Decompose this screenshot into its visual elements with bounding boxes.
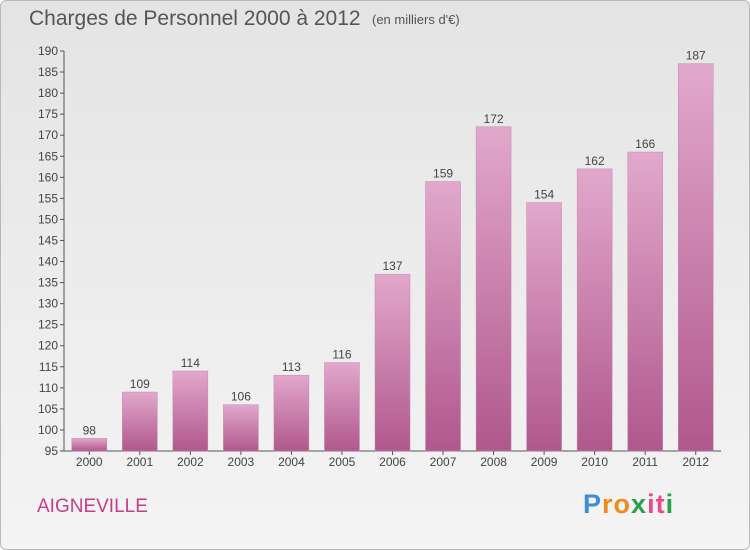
y-tick-label: 180 bbox=[38, 86, 58, 100]
bar-2006 bbox=[374, 273, 411, 452]
y-tick-label: 175 bbox=[38, 107, 58, 121]
y-tick-label: 105 bbox=[38, 402, 58, 416]
value-label-2001: 109 bbox=[130, 377, 150, 391]
y-tick-label: 145 bbox=[38, 233, 58, 247]
x-tick-label-2008: 2008 bbox=[480, 455, 507, 469]
logo-letter: i bbox=[665, 489, 675, 519]
y-tick-label: 185 bbox=[38, 65, 58, 79]
value-label-2011: 166 bbox=[635, 137, 655, 151]
bar-2005 bbox=[324, 362, 360, 452]
y-tick-label: 100 bbox=[38, 423, 58, 437]
bar-2011 bbox=[627, 151, 663, 452]
bar-2003 bbox=[223, 404, 259, 452]
bar-2007 bbox=[425, 181, 461, 452]
x-tick-label-2000: 2000 bbox=[76, 455, 103, 469]
x-tick-label-2003: 2003 bbox=[228, 455, 255, 469]
x-tick-label-2004: 2004 bbox=[278, 455, 305, 469]
proxiti-logo: Proxiti bbox=[583, 489, 674, 520]
bar-2000 bbox=[71, 438, 108, 452]
value-label-2004: 113 bbox=[282, 360, 301, 374]
x-tick-label-2012: 2012 bbox=[682, 455, 709, 469]
y-tick-label: 110 bbox=[39, 381, 58, 395]
value-label-2005: 116 bbox=[332, 348, 351, 362]
chart-subtitle: (en milliers d'€) bbox=[372, 12, 460, 27]
bar-2008 bbox=[475, 126, 512, 452]
commune-name: AIGNEVILLE bbox=[37, 496, 148, 517]
y-tick-label: 160 bbox=[38, 170, 58, 184]
x-tick-label-2006: 2006 bbox=[379, 455, 406, 469]
bar-2004 bbox=[273, 374, 310, 452]
value-label-2007: 159 bbox=[433, 167, 453, 181]
chart-labels: 2000 98 2001 109 2002 114 2003 106 2004 113 2005 11… bbox=[76, 49, 709, 469]
x-tick-label-2010: 2010 bbox=[581, 455, 608, 469]
value-label-2012: 187 bbox=[686, 49, 706, 63]
logo-letter: i bbox=[647, 489, 656, 519]
logo-letter: P bbox=[583, 489, 603, 519]
x-tick-label-2007: 2007 bbox=[430, 455, 457, 469]
bar-2001 bbox=[122, 391, 158, 452]
logo-letter: t bbox=[655, 489, 666, 519]
x-tick-label-2011: 2011 bbox=[632, 455, 658, 469]
y-tick-label: 140 bbox=[38, 255, 58, 269]
value-label-2000: 98 bbox=[83, 423, 97, 437]
value-label-2008: 172 bbox=[484, 112, 504, 126]
y-tick-label: 150 bbox=[38, 212, 58, 226]
y-tick-label: 170 bbox=[38, 128, 58, 142]
bar-2002 bbox=[172, 370, 209, 452]
y-tick-label: 120 bbox=[38, 339, 58, 353]
y-tick-label: 115 bbox=[39, 360, 58, 374]
x-tick-label-2001: 2001 bbox=[126, 455, 153, 469]
y-tick-label: 135 bbox=[38, 276, 58, 290]
chart-bars bbox=[71, 63, 714, 452]
bar-2010 bbox=[576, 168, 613, 452]
y-tick-label: 155 bbox=[38, 191, 58, 205]
y-tick-label: 165 bbox=[38, 149, 58, 163]
x-tick-label-2009: 2009 bbox=[531, 455, 558, 469]
chart-title: Charges de Personnel 2000 à 2012 bbox=[29, 7, 361, 30]
logo-letter: x bbox=[631, 489, 648, 519]
bar-2012 bbox=[677, 63, 714, 452]
x-tick-label-2002: 2002 bbox=[177, 455, 204, 469]
value-label-2002: 114 bbox=[181, 356, 200, 370]
y-tick-label: 125 bbox=[38, 318, 58, 332]
bar-2009 bbox=[526, 202, 562, 452]
y-tick-label: 190 bbox=[38, 44, 58, 58]
value-label-2010: 162 bbox=[585, 154, 605, 168]
value-label-2003: 106 bbox=[231, 390, 251, 404]
logo-letter: r bbox=[602, 489, 614, 519]
value-label-2009: 154 bbox=[534, 188, 554, 202]
y-tick-label: 130 bbox=[38, 297, 58, 311]
value-label-2006: 137 bbox=[382, 259, 402, 273]
y-tick-label: 95 bbox=[45, 444, 59, 458]
x-tick-label-2005: 2005 bbox=[329, 455, 356, 469]
logo-letter: o bbox=[613, 489, 632, 519]
